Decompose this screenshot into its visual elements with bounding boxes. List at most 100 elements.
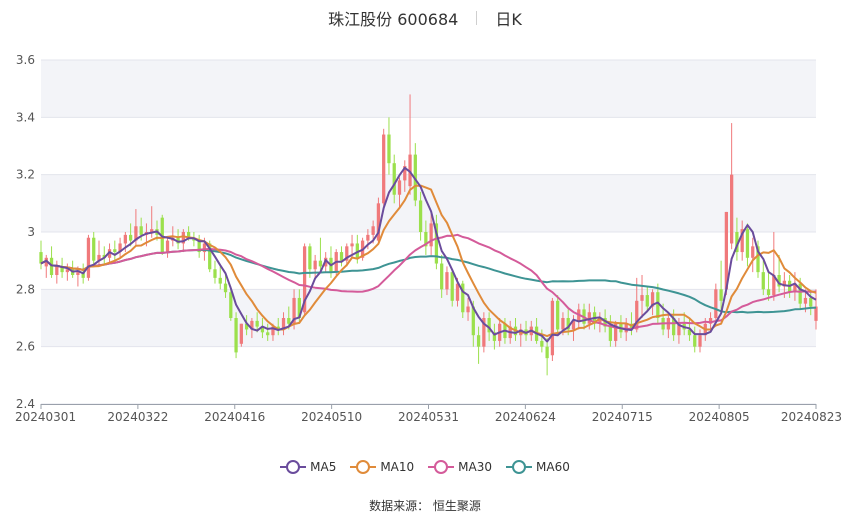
candle-body [408,154,412,187]
ma30-line [40,233,817,330]
candle-body [392,163,396,195]
candle-body [186,232,191,238]
candle-body [476,335,481,347]
candle-body [798,283,802,304]
legend-ma60-marker [506,460,533,474]
candle-body [165,240,170,253]
candle-body [450,272,454,301]
candle-body [782,280,787,287]
candle-body [561,318,565,330]
candle-body [271,326,275,336]
candle-body [244,323,249,330]
legend-ma5-marker [280,460,307,474]
candle-body [181,232,185,244]
candle-body [793,283,797,293]
candle-body [556,300,560,330]
candle-body [714,289,718,318]
candle-body [313,260,317,270]
candle-body [730,174,734,244]
candle-body [397,180,402,195]
candle-body [629,323,634,330]
candle-body [139,226,143,235]
candle-body [255,320,259,327]
candle-body [302,246,307,313]
candle-body [97,254,101,261]
legend-ma60-label: MA60 [536,460,570,474]
y-tick-label: 3.2 [16,168,35,182]
candle-body [471,306,475,336]
legend-ma10-marker [350,460,377,474]
candle-body [745,229,750,258]
x-tick-label: 20240823 [781,410,842,424]
period-label[interactable]: 日K [495,10,522,29]
candle-body [371,226,375,235]
candle-body [239,323,243,344]
x-tick-label: 20240301 [15,410,76,424]
chart-title: 珠江股份 600684 [328,10,459,29]
candle-body [719,289,723,301]
candle-body [276,326,280,330]
legend-item-ma30[interactable]: MA30 [428,460,492,474]
candle-body [656,292,660,318]
candle-body [250,320,254,330]
chart-header: 珠江股份 600684 日K [0,6,850,30]
x-tick-label: 20240715 [592,410,653,424]
candle-body [113,249,117,253]
candle-body [308,246,312,270]
candle-body [693,335,697,347]
candle-body [76,272,80,275]
candle-body [292,297,296,324]
candle-body [366,234,370,241]
candle-body [482,318,486,347]
candle-body [645,295,649,307]
candle-body [540,340,544,347]
candle-body [355,243,359,258]
candle-body [234,318,238,353]
y-tick-label: 2.6 [16,340,35,354]
legend-item-ma10[interactable]: MA10 [350,460,414,474]
y-tick-label: 3.6 [16,53,35,67]
candle-body [766,289,771,296]
candle-body [424,232,428,247]
candle-body [635,300,639,330]
candle-body [777,275,781,287]
candle-body [86,237,91,278]
candle-body [297,297,301,318]
legend-ma10-label: MA10 [380,460,415,474]
candle-body [418,200,423,232]
candle-body [413,154,417,201]
y-tick-label: 2.8 [16,282,35,296]
ma5-line [40,166,817,343]
x-tick-label: 20240805 [689,410,750,424]
candle-body [445,272,449,290]
candle-body [772,275,776,296]
legend-item-ma5[interactable]: MA5 [280,460,336,474]
x-tick-label: 20240624 [495,410,556,424]
candle-body [487,318,491,333]
candle-body [229,292,233,318]
y-tick-label: 3 [27,225,35,239]
legend-ma30-label: MA30 [458,460,493,474]
candle-body [440,263,444,290]
candle-body [550,300,555,356]
candle-body [81,272,85,278]
candle-body [281,318,286,330]
candle-body [708,318,713,324]
candle-body [213,269,217,278]
y-tick-label: 3.4 [16,110,35,124]
candle-body [266,332,270,336]
candle-body [387,134,391,164]
candle-body [160,217,164,253]
candle-body [350,243,354,247]
candle-body [55,266,59,275]
candle-body [218,277,222,284]
candle-body [150,229,154,232]
legend-item-ma60[interactable]: MA60 [506,460,570,474]
candle-body [735,232,739,253]
candle-body [134,226,138,241]
candle-body [60,266,64,273]
candle-body [587,312,591,324]
candle-body [650,292,655,307]
candle-body [545,346,549,359]
candle-body [687,329,692,336]
